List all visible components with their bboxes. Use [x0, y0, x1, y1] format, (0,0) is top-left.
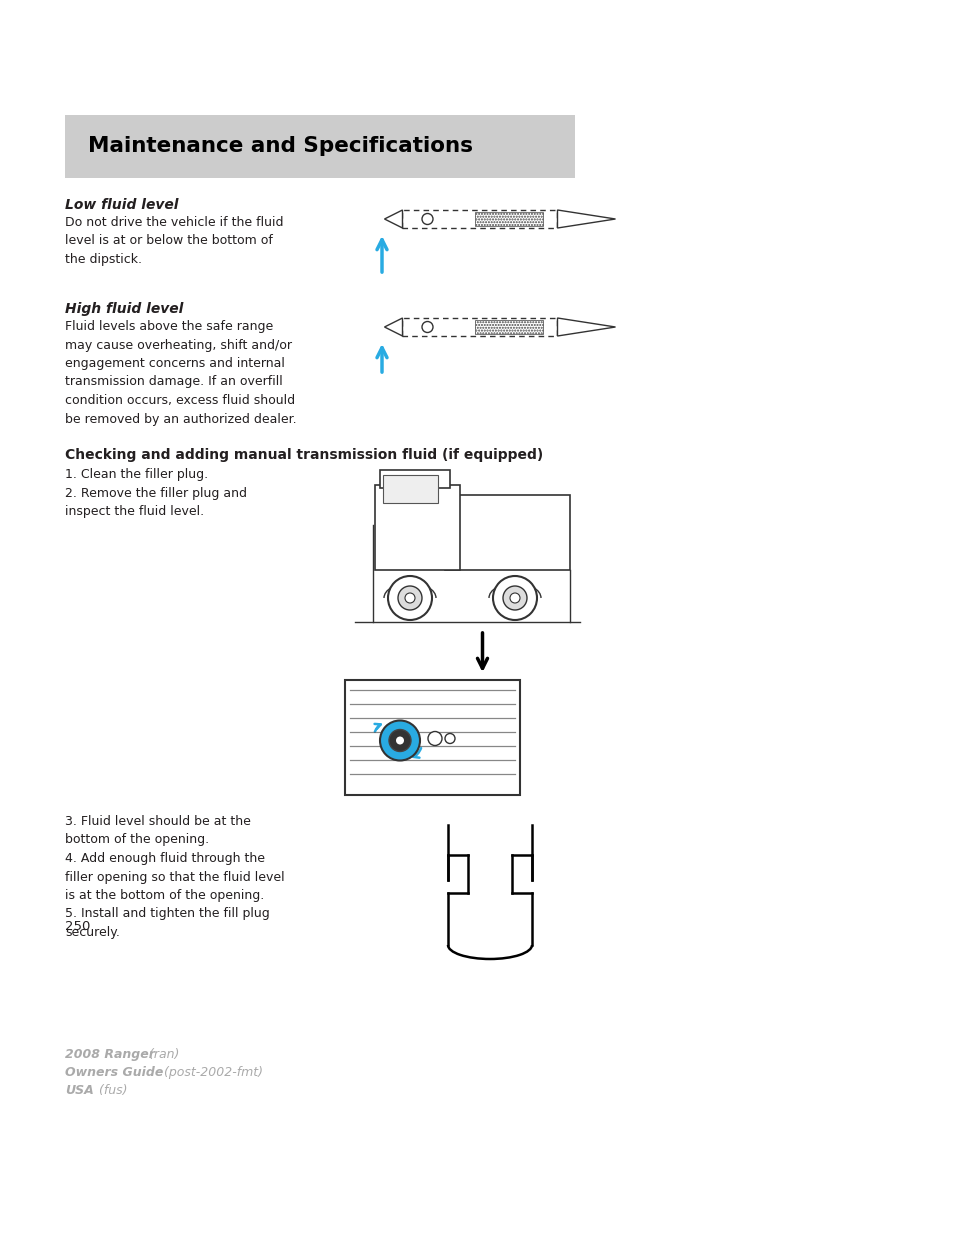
- Polygon shape: [557, 210, 615, 228]
- Text: (post-2002-fmt): (post-2002-fmt): [160, 1066, 263, 1079]
- Bar: [379, 471, 450, 488]
- Text: High fluid level: High fluid level: [65, 303, 183, 316]
- Circle shape: [405, 593, 415, 603]
- Text: Checking and adding manual transmission fluid (if equipped): Checking and adding manual transmission …: [65, 448, 542, 462]
- Text: USA: USA: [65, 1084, 93, 1097]
- Bar: [375, 485, 459, 571]
- Text: Do not drive the vehicle if the fluid
level is at or below the bottom of
the dip: Do not drive the vehicle if the fluid le…: [65, 216, 283, 266]
- Circle shape: [388, 576, 432, 620]
- Text: Maintenance and Specifications: Maintenance and Specifications: [88, 137, 473, 157]
- Bar: [402, 210, 557, 228]
- Circle shape: [421, 214, 433, 225]
- Bar: [65, 115, 575, 178]
- Polygon shape: [384, 317, 402, 336]
- Circle shape: [444, 734, 455, 743]
- Text: Owners Guide: Owners Guide: [65, 1066, 163, 1079]
- Text: 250: 250: [65, 920, 91, 932]
- Bar: [345, 680, 519, 795]
- Bar: [382, 475, 437, 503]
- Text: Low fluid level: Low fluid level: [65, 198, 178, 212]
- Polygon shape: [384, 210, 402, 228]
- Bar: [475, 320, 542, 333]
- Circle shape: [510, 593, 519, 603]
- Bar: [475, 212, 542, 226]
- Polygon shape: [557, 317, 615, 336]
- Bar: [402, 317, 557, 336]
- Circle shape: [397, 585, 421, 610]
- Text: (fus): (fus): [95, 1084, 128, 1097]
- Text: Fluid levels above the safe range
may cause overheating, shift and/or
engagement: Fluid levels above the safe range may ca…: [65, 320, 296, 426]
- Circle shape: [379, 720, 419, 761]
- Circle shape: [502, 585, 526, 610]
- Text: (ran): (ran): [145, 1049, 179, 1061]
- Text: 3. Fluid level should be at the
bottom of the opening.
4. Add enough fluid throu: 3. Fluid level should be at the bottom o…: [65, 815, 284, 939]
- Circle shape: [421, 321, 433, 332]
- Circle shape: [428, 731, 441, 746]
- Circle shape: [389, 730, 411, 752]
- Text: 1. Clean the filler plug.
2. Remove the filler plug and
inspect the fluid level.: 1. Clean the filler plug. 2. Remove the …: [65, 468, 247, 517]
- Circle shape: [493, 576, 537, 620]
- Circle shape: [395, 736, 403, 745]
- Bar: [444, 495, 569, 571]
- Text: 2008 Ranger: 2008 Ranger: [65, 1049, 154, 1061]
